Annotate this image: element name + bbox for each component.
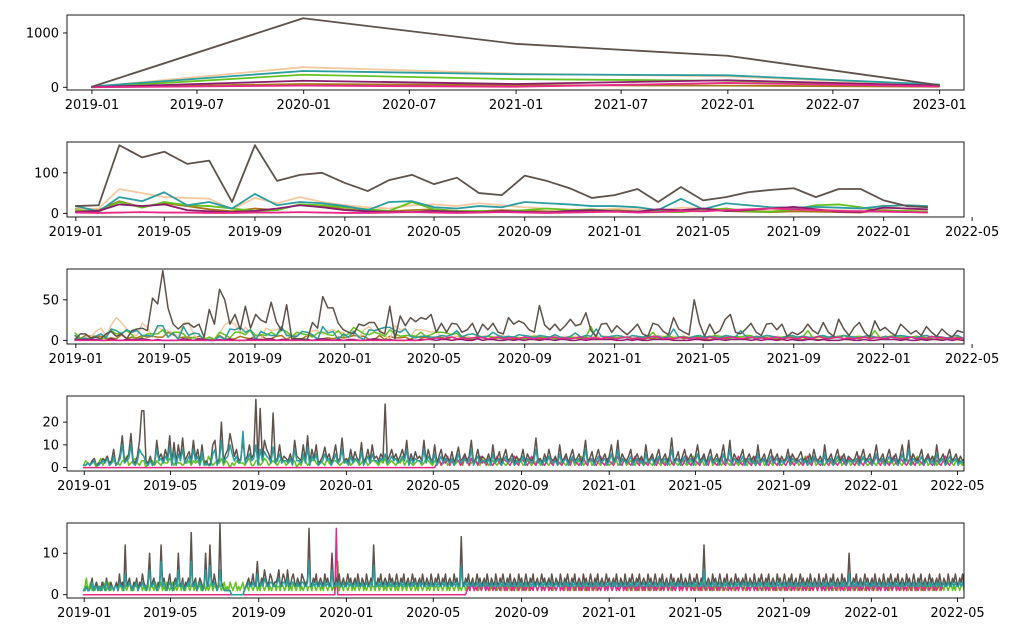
x-tick-label: 2019-09 xyxy=(228,352,282,367)
subplot-1: 0 1000 2019-01 2019-07 2020-01 2020-07 2021-01… xyxy=(26,14,967,113)
x-tick-label: 2020-01 xyxy=(318,225,372,240)
series-line-1 xyxy=(91,83,940,88)
x-tick-label: 2022-01 xyxy=(844,606,898,621)
x-tick-label: 2021-01 xyxy=(582,606,636,621)
x-tick-label: 2021-09 xyxy=(757,479,811,494)
y-tick-label: 0 xyxy=(51,81,59,96)
x-tick-label: 2019-05 xyxy=(137,352,191,367)
x-tick-label: 2019-07 xyxy=(170,98,224,113)
series-line-7 xyxy=(74,144,929,209)
x-tick-label: 2020-09 xyxy=(498,225,552,240)
series-line-6 xyxy=(74,335,964,342)
axes-frame xyxy=(66,14,965,91)
y-tick-label: 0 xyxy=(51,588,59,603)
x-tick-label: 2019-09 xyxy=(228,225,282,240)
x-tick-label: 2021-07 xyxy=(594,98,648,113)
y-tick-label: 10 xyxy=(42,438,59,453)
x-tick-label: 2022-01 xyxy=(701,98,755,113)
axes-frame xyxy=(66,522,965,599)
y-tick-label: 10 xyxy=(42,547,59,562)
x-tick-label: 2021-05 xyxy=(676,225,730,240)
y-tick-label: 20 xyxy=(42,416,59,431)
x-tick-label: 2022-05 xyxy=(945,352,999,367)
x-tick-label: 2023-01 xyxy=(912,98,966,113)
y-tick-label: 100 xyxy=(34,166,59,181)
axes-frame xyxy=(66,141,965,218)
x-tick-label: 2021-01 xyxy=(587,352,641,367)
x-tick-label: 2020-05 xyxy=(406,479,460,494)
x-tick-label: 2019-01 xyxy=(57,479,111,494)
x-tick-label: 2022-01 xyxy=(856,352,910,367)
y-tick-label: 0 xyxy=(51,461,59,476)
series-line-6 xyxy=(91,82,940,89)
y-tick-label: 50 xyxy=(42,293,59,308)
series-line-3 xyxy=(82,398,964,467)
x-tick-label: 2022-05 xyxy=(930,606,984,621)
x-tick-label: 2021-09 xyxy=(767,225,821,240)
x-tick-label: 2020-09 xyxy=(494,479,548,494)
series-line-6 xyxy=(74,207,929,214)
x-tick-label: 2019-05 xyxy=(143,606,197,621)
x-tick-label: 2021-01 xyxy=(587,225,641,240)
x-tick-label: 2020-05 xyxy=(406,606,460,621)
x-tick-label: 2019-09 xyxy=(232,479,286,494)
x-tick-label: 2021-05 xyxy=(668,479,722,494)
x-tick-label: 2019-01 xyxy=(65,98,119,113)
x-tick-label: 2020-01 xyxy=(319,606,373,621)
axes-frame xyxy=(66,268,965,345)
y-tick-label: 1000 xyxy=(26,26,59,41)
x-tick-label: 2022-07 xyxy=(806,98,860,113)
x-tick-label: 2022-01 xyxy=(856,225,910,240)
x-tick-label: 2022-01 xyxy=(844,479,898,494)
x-tick-label: 2021-01 xyxy=(582,479,636,494)
x-tick-label: 2019-09 xyxy=(232,606,286,621)
x-tick-label: 2022-05 xyxy=(930,479,984,494)
series-line-7 xyxy=(91,17,940,88)
x-tick-label: 2020-05 xyxy=(407,352,461,367)
y-tick-label: 0 xyxy=(51,207,59,222)
series-group xyxy=(74,144,929,214)
x-tick-label: 2019-01 xyxy=(57,606,111,621)
x-tick-label: 2021-09 xyxy=(767,352,821,367)
subplot-5: 0 10 2019-01 2019-05 2019-09 2020-01 2020-05 20… xyxy=(42,522,985,621)
series-line-5 xyxy=(91,79,940,89)
x-tick-label: 2020-07 xyxy=(382,98,436,113)
series-line-7 xyxy=(74,269,964,341)
subplot-3: 0 50 2019-01 2019-05 2019-09 2020-01 2020-05 20… xyxy=(42,268,999,367)
x-tick-label: 2020-01 xyxy=(277,98,331,113)
x-tick-label: 2021-01 xyxy=(489,98,543,113)
subplot-4: 0 10 20 2019-01 2019-05 2019-09 2020-01 2020-05… xyxy=(42,395,985,494)
x-tick-label: 2019-05 xyxy=(137,225,191,240)
x-tick-label: 2022-05 xyxy=(945,225,999,240)
series-line-4 xyxy=(82,430,964,467)
series-group xyxy=(91,17,940,89)
x-tick-label: 2020-01 xyxy=(318,352,372,367)
series-line-1 xyxy=(74,200,929,214)
x-tick-label: 2019-01 xyxy=(49,225,103,240)
axes-frame xyxy=(66,395,965,472)
x-tick-label: 2021-09 xyxy=(757,606,811,621)
series-group xyxy=(74,269,964,342)
x-tick-label: 2021-05 xyxy=(676,352,730,367)
series-group xyxy=(82,523,964,596)
x-tick-label: 2020-09 xyxy=(494,606,548,621)
series-line-4 xyxy=(82,560,964,596)
x-tick-label: 2020-01 xyxy=(319,479,373,494)
y-tick-label: 0 xyxy=(51,334,59,349)
series-group xyxy=(82,398,964,469)
series-line-4 xyxy=(91,70,940,88)
x-tick-label: 2021-05 xyxy=(668,606,722,621)
x-tick-label: 2020-09 xyxy=(498,352,552,367)
x-tick-label: 2019-05 xyxy=(143,479,197,494)
x-tick-label: 2020-05 xyxy=(407,225,461,240)
x-tick-label: 2019-01 xyxy=(49,352,103,367)
subplot-2: 0 100 2019-01 2019-05 2019-09 2020-01 2020-05 2… xyxy=(34,141,999,240)
